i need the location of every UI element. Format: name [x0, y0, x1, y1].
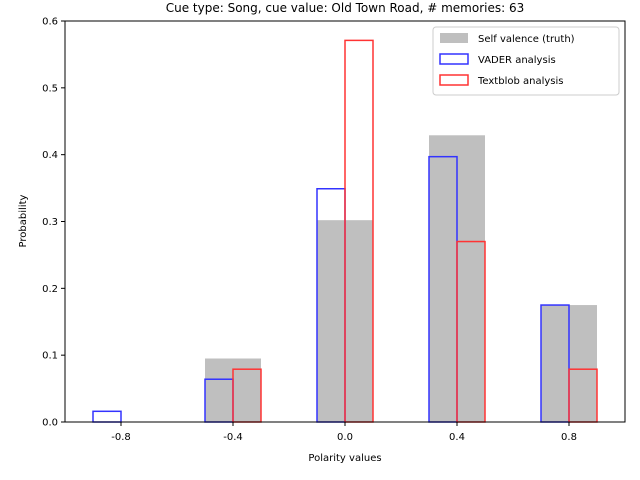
y-tick-label: 0.1: [42, 351, 58, 362]
x-tick-label: -0.8: [111, 432, 131, 443]
x-axis-label: Polarity values: [308, 453, 381, 464]
x-tick-label: 0.4: [449, 432, 465, 443]
legend-label-truth: Self valence (truth): [478, 34, 575, 45]
legend: Self valence (truth) VADER analysis Text…: [432, 26, 620, 96]
y-tick-label: 0.0: [42, 418, 58, 429]
y-tick-label: 0.2: [42, 284, 58, 295]
legend-swatch-textblob: [439, 74, 469, 86]
y-tick-label: 0.5: [42, 83, 58, 94]
legend-label-textblob: Textblob analysis: [477, 76, 563, 87]
x-tick-label: 0.8: [561, 432, 577, 443]
y-tick-label: 0.6: [42, 17, 58, 28]
x-tick-label: -0.4: [223, 432, 243, 443]
bars-layer: [92, 39, 598, 423]
x-axis-ticks: -0.8 -0.4 0.0 0.4 0.8: [111, 422, 577, 443]
y-tick-label: 0.4: [42, 150, 58, 161]
y-axis-ticks: 0.0 0.1 0.2 0.3 0.4 0.5 0.6: [42, 17, 65, 429]
legend-label-vader: VADER analysis: [478, 55, 556, 66]
chart-title: Cue type: Song, cue value: Old Town Road…: [166, 1, 525, 15]
x-tick-label: 0.0: [337, 432, 353, 443]
y-axis-label: Probability: [18, 194, 29, 247]
y-tick-label: 0.3: [42, 217, 58, 228]
legend-swatch-vader: [439, 53, 469, 65]
bar-vader-0: [92, 410, 122, 423]
legend-swatch-truth: [440, 33, 468, 43]
legend-box: [432, 26, 620, 96]
